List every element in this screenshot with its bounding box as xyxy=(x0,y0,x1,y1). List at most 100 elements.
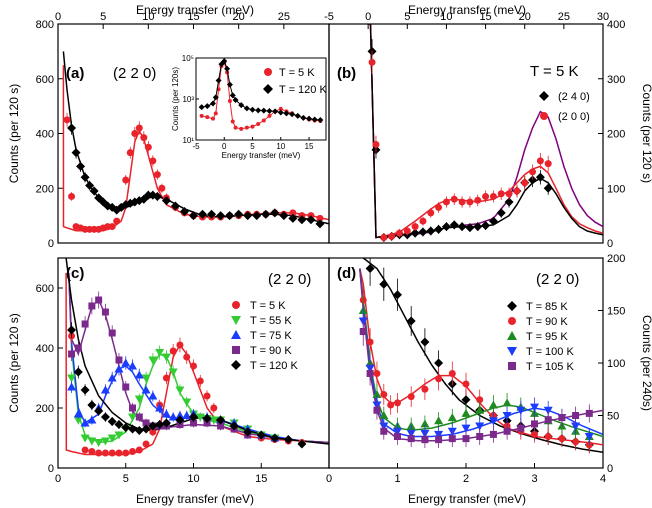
panel-c-series-1-point xyxy=(101,449,109,457)
panel-b-y-tick-label: 100 xyxy=(607,183,625,195)
panel-c-series-2-point xyxy=(155,349,165,357)
panel-d-series-1-point xyxy=(461,395,471,405)
panel-b-series-2-point xyxy=(544,160,552,168)
panel-a-x-tick-label: 15 xyxy=(187,11,199,23)
panel-d-series-4-point xyxy=(461,424,471,433)
panel-c-series-3-point xyxy=(107,373,117,382)
panel-c-x-tick-label: 15 xyxy=(255,473,267,485)
panel-a-series-1-point xyxy=(108,223,116,231)
panel-d-legend-marker xyxy=(508,362,516,370)
panel-b-x-tick-label: 20 xyxy=(519,11,531,23)
panel-d-y-axis-title: Counts (per 240s) xyxy=(640,315,652,411)
panel-d-series-4-point xyxy=(543,406,553,415)
inset-series-1-point xyxy=(244,125,249,130)
inset-series-1-point xyxy=(233,125,238,130)
panel-b-series-2-point xyxy=(474,196,482,204)
panel-c-series-1-point xyxy=(135,446,143,454)
panel-c-series-2-point xyxy=(87,437,97,446)
panel-c-series-3-point xyxy=(161,409,171,418)
panel-b-series-2-point xyxy=(489,192,497,200)
panel-d-series-5-point xyxy=(448,435,456,443)
inset-series-2-point xyxy=(306,115,313,122)
panel-a-x-tick-label: 5 xyxy=(100,11,106,23)
panel-a-series-1-point xyxy=(113,217,121,225)
inset-series-2-point xyxy=(266,107,273,114)
panel-a-label: (a) xyxy=(66,65,84,82)
bottom-left-x-axis-title: Energy transfer (meV) xyxy=(136,492,254,506)
panel-c-series-5-point xyxy=(148,421,158,431)
panel-d-series-1-point xyxy=(365,264,375,273)
panel-c-series-3-point xyxy=(73,409,83,418)
panel-d-x-tick-label: 1 xyxy=(394,473,400,485)
inset-series-2-point xyxy=(272,108,279,115)
panel-c-series-2-point xyxy=(195,413,205,422)
panel-a-series-2-point xyxy=(270,208,280,218)
panel-a-annotation: (2 2 0) xyxy=(113,65,156,82)
panel-c-series-2-point xyxy=(148,356,158,365)
panel-c-series-5-point xyxy=(107,417,117,426)
inset-x-tick-label: 15 xyxy=(305,142,314,151)
panel-a-x-tick-label: 0 xyxy=(55,11,61,23)
panel-d-series-1-point xyxy=(393,290,402,300)
panel-d-legend-marker xyxy=(508,317,516,325)
panel-a-series-1-point xyxy=(68,192,76,200)
panel-c-series-1-point xyxy=(162,374,170,382)
panel-c-series-1-point xyxy=(81,446,89,454)
panel-b-series-2-point xyxy=(368,58,376,66)
inset-series-2-point xyxy=(226,81,233,88)
panel-a-y-tick-label: 0 xyxy=(48,238,54,250)
panel-d-series-1-point xyxy=(420,337,430,347)
panel-a-series-2-point xyxy=(243,211,253,221)
panel-a-series-2-point xyxy=(252,211,262,221)
panel-c-fit-curve-1 xyxy=(65,272,329,456)
panel-c-series-5-point xyxy=(114,420,124,429)
panel-c-legend-marker xyxy=(231,316,241,325)
panel-b-series-2-point xyxy=(466,198,474,206)
panel-c-series-5-point xyxy=(229,421,239,431)
panel-a-series-2-point xyxy=(67,123,77,133)
panel-c-x-tick-label: 5 xyxy=(123,473,129,485)
panel-c-legend-marker xyxy=(232,346,240,354)
panel-d-series-5-point xyxy=(503,427,511,435)
panel-d-label: (d) xyxy=(337,265,356,282)
panel-c-series-5-point xyxy=(202,414,212,423)
panel-c-legend-label: T = 5 K xyxy=(250,300,286,312)
panel-b-series-1-point xyxy=(504,197,514,207)
panel-d-series-1-point xyxy=(406,316,416,326)
panel-c-series-4-point xyxy=(122,383,130,391)
panel-b-series-1-point xyxy=(543,183,553,193)
panel-c-series-4-point xyxy=(68,350,76,358)
bottom-right-x-axis-title: Energy transfer (meV) xyxy=(408,492,526,506)
panel-d-legend-label: T = 90 K xyxy=(526,316,568,328)
panel-a-series-2-point xyxy=(85,181,95,191)
panel-c-series-2-point xyxy=(80,434,90,443)
panel-c-y-axis-title: Counts (per 120 s) xyxy=(7,313,21,412)
panel-c-series-5-point xyxy=(141,424,151,434)
panel-c-series-5-point xyxy=(87,400,97,410)
panel-b-legend-label: (2 4 0) xyxy=(558,91,590,103)
panel-b-y-axis-title: Counts (per 120 s) xyxy=(640,84,652,183)
panel-c-y-tick-label: 0 xyxy=(48,463,54,475)
inset-series-1-point xyxy=(256,122,261,127)
panel-c-series-5-point xyxy=(134,426,144,435)
inset-series-1-point xyxy=(230,119,235,124)
inset-series-2-point xyxy=(260,107,267,114)
panel-b-annotation: T = 5 K xyxy=(530,63,579,80)
panel-c-series-1-point xyxy=(210,404,218,412)
inset-series-1-point xyxy=(227,98,232,103)
panel-a-series-1-point xyxy=(122,176,130,184)
inset-y-axis-title: Counts (per 120s) xyxy=(171,67,180,131)
panel-d-series-5-point xyxy=(421,436,429,444)
panel-c-series-5-point xyxy=(67,325,77,335)
panel-b-x-tick-label: 30 xyxy=(597,11,609,23)
inset-series-1-point xyxy=(261,118,266,123)
panel-d-legend-label: T = 100 K xyxy=(526,346,574,358)
panel-a-x-tick-label: 20 xyxy=(233,11,245,23)
panel-b-series-2-point xyxy=(482,192,490,200)
inset-series-2-point xyxy=(277,109,284,116)
panel-b-series-2-point xyxy=(427,209,435,217)
panel-b-series-1-point xyxy=(457,222,467,232)
panel-c-series-4-point xyxy=(95,296,103,304)
top-left-x-axis-title: Energy transfer (meV) xyxy=(136,3,254,17)
panel-c-series-4-point xyxy=(217,422,225,430)
